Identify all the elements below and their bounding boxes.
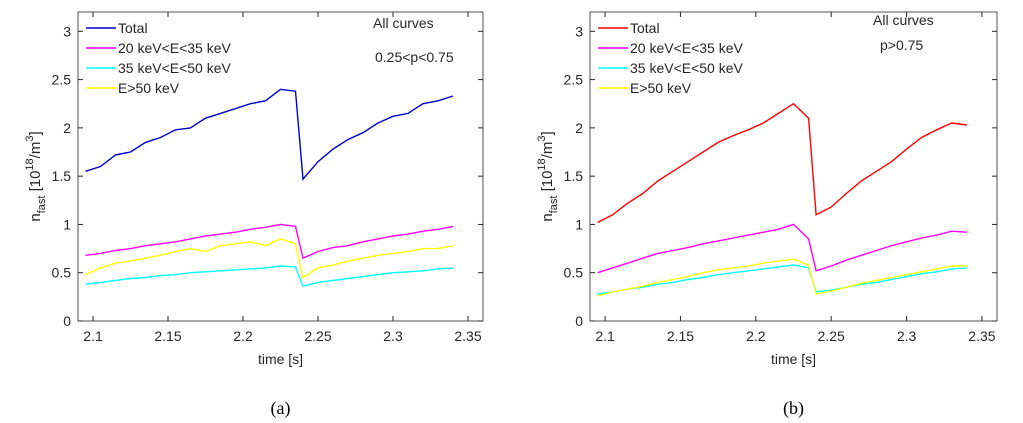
y-tick-label: 1 [575,216,583,232]
plot-area [589,11,998,322]
y-axis-label-part: fast [548,196,560,214]
y-axis-label: nfast [1018/m3] [24,131,48,221]
y-axis-label-part: 3 [24,136,36,142]
x-tick-label: 2.25 [818,328,845,344]
y-axis-label-part: 18 [24,158,36,170]
series-line [85,238,454,279]
y-tick-label: 2.5 [52,72,72,88]
annotation: p>0.75 [880,37,923,53]
series-line [597,223,967,274]
series-line [85,88,454,181]
series-line [85,265,454,288]
x-tick-label: 2.1 [83,328,103,344]
x-tick-label: 2.1 [595,328,615,344]
x-axis-label: time [s] [258,351,303,367]
legend-label: 35 keV<E<50 keV [630,60,744,76]
x-tick-label: 2.15 [667,328,694,344]
y-axis-label-part: n [539,213,556,221]
legend-label: Total [630,20,660,36]
y-tick-label: 0.5 [52,265,72,281]
series-line [597,264,967,295]
annotation: 0.25<p<0.75 [375,49,454,65]
legend-label: 20 keV<E<35 keV [630,40,744,56]
annotation: All curves [373,15,434,31]
y-tick-label: 3 [575,23,583,39]
x-tick-label: 2.2 [746,328,766,344]
y-axis-label-part: /m [539,142,556,159]
series-line [85,223,454,260]
legend-label: Total [118,20,148,36]
y-tick-label: 2 [575,120,583,136]
legend-label: E>50 keV [118,80,180,96]
legend-label: 35 keV<E<50 keV [118,60,232,76]
legend-label: 20 keV<E<35 keV [118,40,232,56]
series-line [597,258,967,297]
legend-label: E>50 keV [630,80,692,96]
y-axis-label-part: 18 [536,158,548,170]
y-tick-label: 1.5 [564,168,584,184]
y-tick-label: 1 [63,216,71,232]
y-axis-label: nfast [1018/m3] [536,131,560,221]
y-tick-label: 0 [63,313,71,329]
x-tick-label: 2.3 [383,328,403,344]
x-tick-label: 2.3 [897,328,917,344]
y-tick-label: 2.5 [564,72,584,88]
y-tick-label: 1.5 [52,168,72,184]
x-axis-label: time [s] [771,351,816,367]
y-axis-label-part: [10 [27,171,44,196]
y-tick-label: 2 [63,120,71,136]
y-tick-label: 0 [575,313,583,329]
y-axis-label-part: fast [36,196,48,214]
x-tick-label: 2.2 [233,328,253,344]
y-axis-label-part: ] [539,131,556,135]
plot-area [77,11,484,322]
x-tick-label: 2.35 [968,328,995,344]
y-axis-label-part: [10 [539,171,556,196]
caption: (a) [271,398,291,419]
y-tick-label: 3 [63,23,71,39]
y-axis-label-part: /m [27,142,44,159]
y-tick-label: 0.5 [564,265,584,281]
y-axis-label-part: 3 [536,136,548,142]
x-tick-label: 2.25 [304,328,331,344]
x-tick-label: 2.35 [454,328,481,344]
series-line [597,102,967,224]
caption: (b) [783,398,804,419]
annotation: All curves [873,12,934,28]
y-axis-label-part: n [27,213,44,221]
x-tick-label: 2.15 [154,328,181,344]
y-axis-label-part: ] [27,131,44,135]
